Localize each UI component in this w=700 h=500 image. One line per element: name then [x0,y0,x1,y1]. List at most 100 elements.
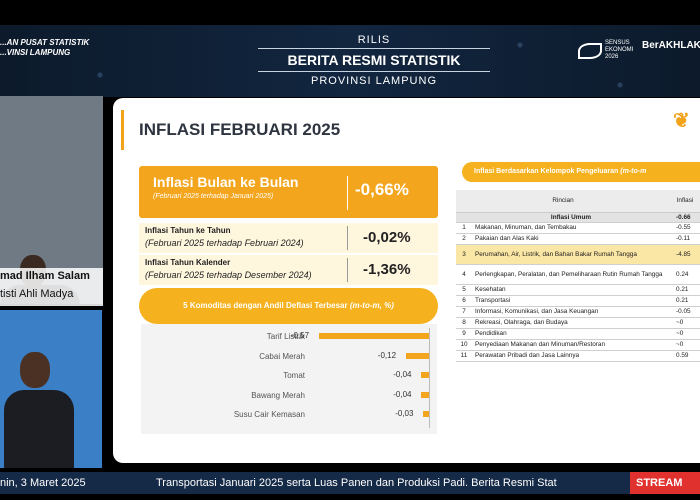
row-label: Pakaian dan Alas Kaki [472,233,670,245]
general-value: -0.66 [670,212,700,223]
row-value: 0.21 [670,284,700,296]
table-row-general: Inflasi Umum -0.66 [456,212,700,223]
row-number: 9 [456,328,472,340]
row-value: -0.55 [670,222,700,234]
table-title-unit: (m-to-m [620,168,647,175]
komoditas-chart-area [141,324,437,434]
berita-label: BERITA RESMI STATISTIK [258,48,490,72]
row-number: 7 [456,306,472,318]
row-label: Makanan, Minuman, dan Tembakau [472,222,670,234]
row-number: 3 [456,244,472,265]
ytd-value: -1,36% [363,261,411,278]
divider [347,258,348,282]
row-label: Pendidikan [472,328,670,340]
row-label: Informasi, Komunikasi, dan Jasa Keuangan [472,306,670,318]
mtm-value: -0,66% [355,180,409,199]
table-row: 6 Transportasi 0.21 [456,295,700,307]
sensus-icon [578,42,602,59]
bar-category-label: Tarif Listrik [266,332,305,341]
table-row: 11 Perawatan Pribadi dan Jasa Lainnya 0.59 [456,350,700,362]
row-number: 8 [456,317,472,329]
row-number: 4 [456,264,472,285]
row-value: 0.21 [670,295,700,307]
yoy-label: Inflasi Tahun ke Tahun [145,226,231,235]
speaker-name: mad Ilham Salam [0,270,90,282]
col-inflasi: Inflasi [670,190,700,213]
sensus-line-1: SENSUS [605,40,630,46]
header-bar [0,25,700,97]
sensus-line-2: EKONOMI [605,47,634,53]
sign-interpreter-video [0,310,102,468]
yoy-value: -0,02% [363,229,411,246]
row-value: 0.59 [670,350,700,362]
row-label: Perawatan Pribadi dan Jasa Lainnya [472,350,670,362]
yoy-inflation-card: Inflasi Tahun ke Tahun (Februari 2025 te… [139,223,438,253]
bar [405,352,429,359]
row-value: -4.85 [670,244,700,265]
row-label: Transportasi [472,295,670,307]
bar-value-label: -0,03 [395,409,414,418]
table-row: 9 Pendidikan ~0 [456,328,700,340]
bar-value-label: -0,57 [290,331,310,340]
ticker-news: Transportasi Januari 2025 serta Luas Pan… [156,477,557,489]
expenditure-table: Rincian Inflasi Inflasi Umum -0.66 1 Maka… [456,190,700,362]
table-row: 8 Rekreasi, Olahraga, dan Budaya ~0 [456,317,700,329]
bps-line-1: ...AN PUSAT STATISTIK [0,38,90,47]
bps-corner-icon: ❦ [673,110,690,132]
ytd-inflation-card: Inflasi Tahun Kalender (Februari 2025 te… [139,255,438,285]
stream-badge: STREAM [630,472,700,494]
yoy-sub: (Februari 2025 terhadap Februari 2024) [145,238,304,248]
speaker-title: tisti Ahli Madya [0,288,74,300]
news-ticker: nin, 3 Maret 2025 Transportasi Januari 2… [0,472,700,494]
row-value: -0.05 [670,306,700,318]
divider [347,226,348,250]
table-row: 7 Informasi, Komunikasi, dan Jasa Keuanga… [456,306,700,318]
komoditas-header: 5 Komoditas dengan Andil Deflasi Terbesa… [139,288,438,324]
row-number: 1 [456,222,472,234]
table-row: 5 Kesehatan 0.21 [456,284,700,296]
chart-axis [429,328,430,428]
row-value: ~0 [670,317,700,329]
table-row: 2 Pakaian dan Alas Kaki -0.11 [456,233,700,245]
bar-category-label: Susu Cair Kemasan [233,410,305,419]
provinsi-label: PROVINSI LAMPUNG [310,75,438,87]
bar-category-label: Tomat [283,371,305,380]
bar [318,333,429,339]
row-label: Perumahan, Air, Listrik, dan Bahan Bakar… [472,244,670,265]
row-value: ~0 [670,328,700,340]
interpreter-body [4,390,74,468]
row-number: 2 [456,233,472,245]
table-row: 4 Perlengkapan, Peralatan, dan Pemelihara… [456,264,700,285]
row-label: Kesehatan [472,284,670,296]
bar-value-label: -0,04 [393,389,412,399]
bps-line-2: ...VINSI LAMPUNG [0,48,71,57]
mtm-label: Inflasi Bulan ke Bulan [153,174,299,190]
release-title: RILIS BERITA RESMI STATISTIK PROVINSI LA… [258,34,490,87]
bar-value-label: -0,12 [377,350,397,360]
row-value: ~0 [670,339,700,351]
table-row: 10 Penyediaan Makanan dan Minuman/Restora… [456,339,700,351]
table-title: Inflasi Berdasarkan Kelompok Pengeluaran [474,168,619,175]
row-label: Rekreasi, Olahraga, dan Budaya [472,317,670,329]
table-header: Inflasi Berdasarkan Kelompok Pengeluaran… [462,162,700,182]
ytd-label: Inflasi Tahun Kalender [145,258,231,267]
bps-logo-text: ...AN PUSAT STATISTIK ...VINSI LAMPUNG [0,38,89,58]
row-number: 6 [456,295,472,307]
bar-category-label: Cabai Merah [259,351,305,361]
ticker-date: nin, 3 Maret 2025 [0,477,86,489]
speaker-nametag: mad Ilham Salam tisti Ahli Madya [0,268,103,306]
berakhlak-logo: BerAKHLAK [642,40,700,51]
row-value: 0.24 [670,264,700,285]
bar [423,411,429,417]
divider [347,176,348,210]
sensus-logo: SENSUS EKONOMI 2026 [578,40,633,61]
bar-value-label: -0,04 [393,370,412,379]
table-row: 1 Makanan, Minuman, dan Tembakau -0.55 [456,222,700,234]
table-row: 3 Perumahan, Air, Listrik, dan Bahan Baka… [456,244,700,265]
row-number: 10 [456,339,472,351]
ytd-sub: (Februari 2025 terhadap Desember 2024) [145,270,312,280]
row-number: 5 [456,284,472,296]
bar-category-label: Bawang Merah [251,390,305,400]
row-label: Penyediaan Makanan dan Minuman/Restoran [472,339,670,351]
